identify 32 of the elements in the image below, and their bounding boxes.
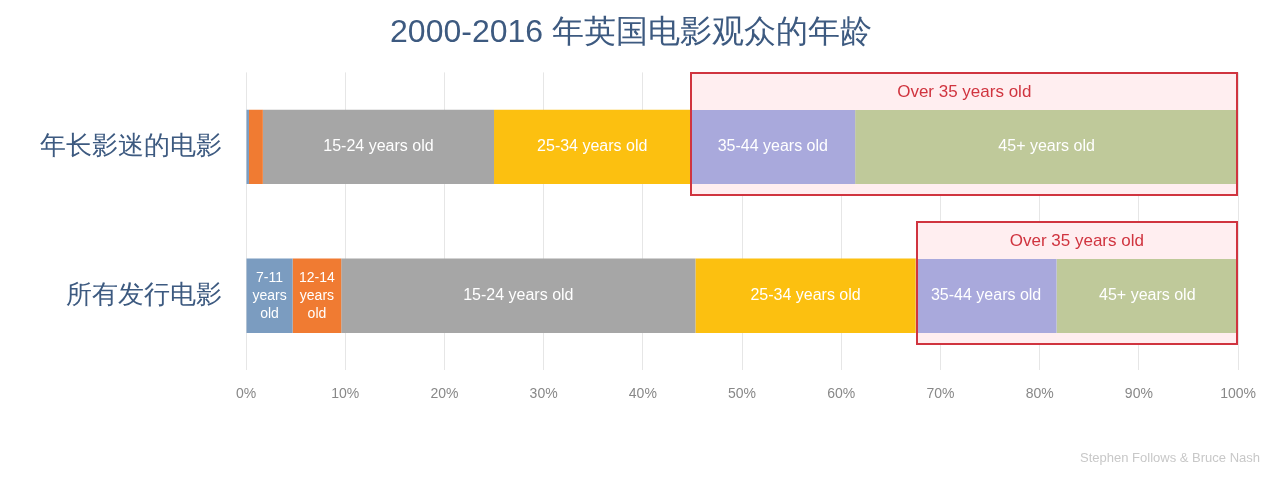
x-tick-label: 10% xyxy=(331,385,360,402)
series-label: 15-24 years old xyxy=(323,137,434,155)
series-label: 25-34 years old xyxy=(537,137,648,155)
x-tick-label: 20% xyxy=(430,385,459,402)
text: 25-34 years old xyxy=(750,286,861,304)
x-tick-label: 90% xyxy=(1124,385,1153,402)
x-tick-label: 30% xyxy=(529,385,558,402)
bar xyxy=(262,109,495,185)
annotation: Over 35 years old xyxy=(917,222,1237,259)
bar xyxy=(690,109,856,185)
x-tick-label: 40% xyxy=(628,385,657,402)
bar xyxy=(695,258,916,333)
x-tick-label: 100% xyxy=(1220,385,1256,402)
y-tick-label: 所有发行电影 xyxy=(66,278,222,309)
series-label: 35-44 years old xyxy=(930,286,1042,304)
y-tick-label: 年长影迷的电影 xyxy=(40,130,222,161)
series-label: 12-14 years old xyxy=(299,268,336,321)
text: 45+ years old xyxy=(1099,286,1196,304)
series-label: 45+ years old xyxy=(998,137,1095,155)
text: 35-44 years old xyxy=(717,137,828,155)
bar xyxy=(248,109,263,185)
bar xyxy=(494,109,691,185)
bar xyxy=(341,258,696,333)
x-tick-label: 0% xyxy=(235,385,257,402)
x-tick-label: 70% xyxy=(926,385,955,402)
chart-title: 2000-2016 年英国电影观众的年龄 xyxy=(390,13,872,50)
series-label: 7-11 years old xyxy=(252,268,287,321)
x-tick-label: 60% xyxy=(827,385,856,402)
x-tick-label: 50% xyxy=(728,385,757,402)
x-tick-label: 80% xyxy=(1025,385,1054,402)
text: 15-24 years old xyxy=(463,286,574,304)
annotation: Over 35 years old xyxy=(692,73,1237,110)
